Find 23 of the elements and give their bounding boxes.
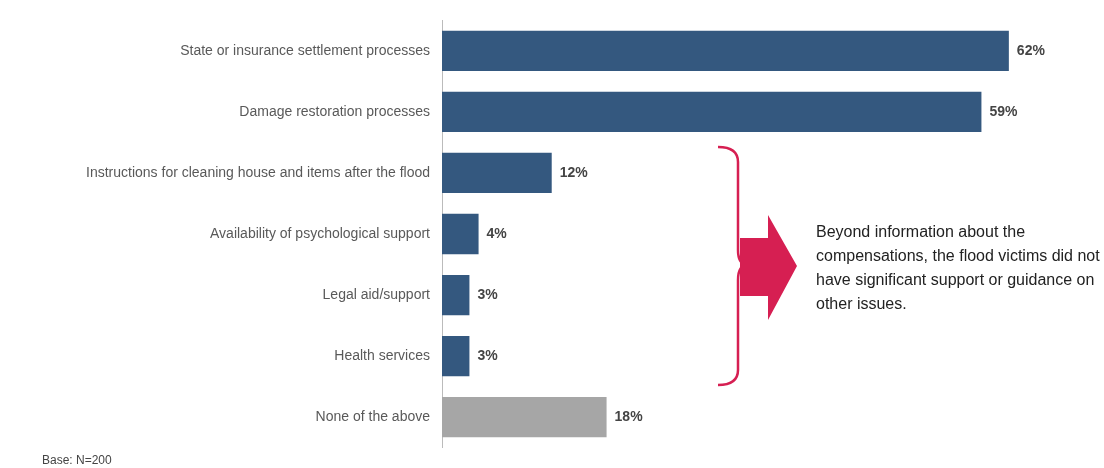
- annotation: Beyond information about the compensations, the flood victims did not have significant support or guidance on other issues.: [816, 222, 1101, 314]
- y-tick-label: Availability of psychological support: [210, 224, 431, 241]
- bar: [442, 91, 982, 133]
- y-tick-label: Legal aid/support: [322, 285, 431, 302]
- data-label: 18%: [614, 407, 644, 424]
- bar: [442, 30, 1009, 72]
- bar: [442, 152, 552, 194]
- y-tick-label: Instructions for cleaning house and items after the flood: [86, 163, 430, 180]
- bar: [442, 274, 470, 316]
- data-label: 4%: [486, 224, 508, 241]
- data-label: 3%: [477, 285, 499, 302]
- y-tick-label: State or insurance settlement processes: [180, 41, 430, 58]
- bar: [442, 213, 479, 255]
- y-tick-label: Health services: [334, 346, 430, 363]
- y-tick-label: None of the above: [315, 407, 431, 424]
- y-tick-label: Damage restoration processes: [239, 102, 430, 119]
- bar: [442, 335, 470, 377]
- data-label: 62%: [1016, 41, 1046, 58]
- text: Base: N=200: [42, 453, 112, 467]
- bar: [442, 396, 607, 438]
- data-label: 3%: [477, 346, 499, 363]
- data-label: 12%: [559, 163, 589, 180]
- data-label: 59%: [989, 102, 1018, 119]
